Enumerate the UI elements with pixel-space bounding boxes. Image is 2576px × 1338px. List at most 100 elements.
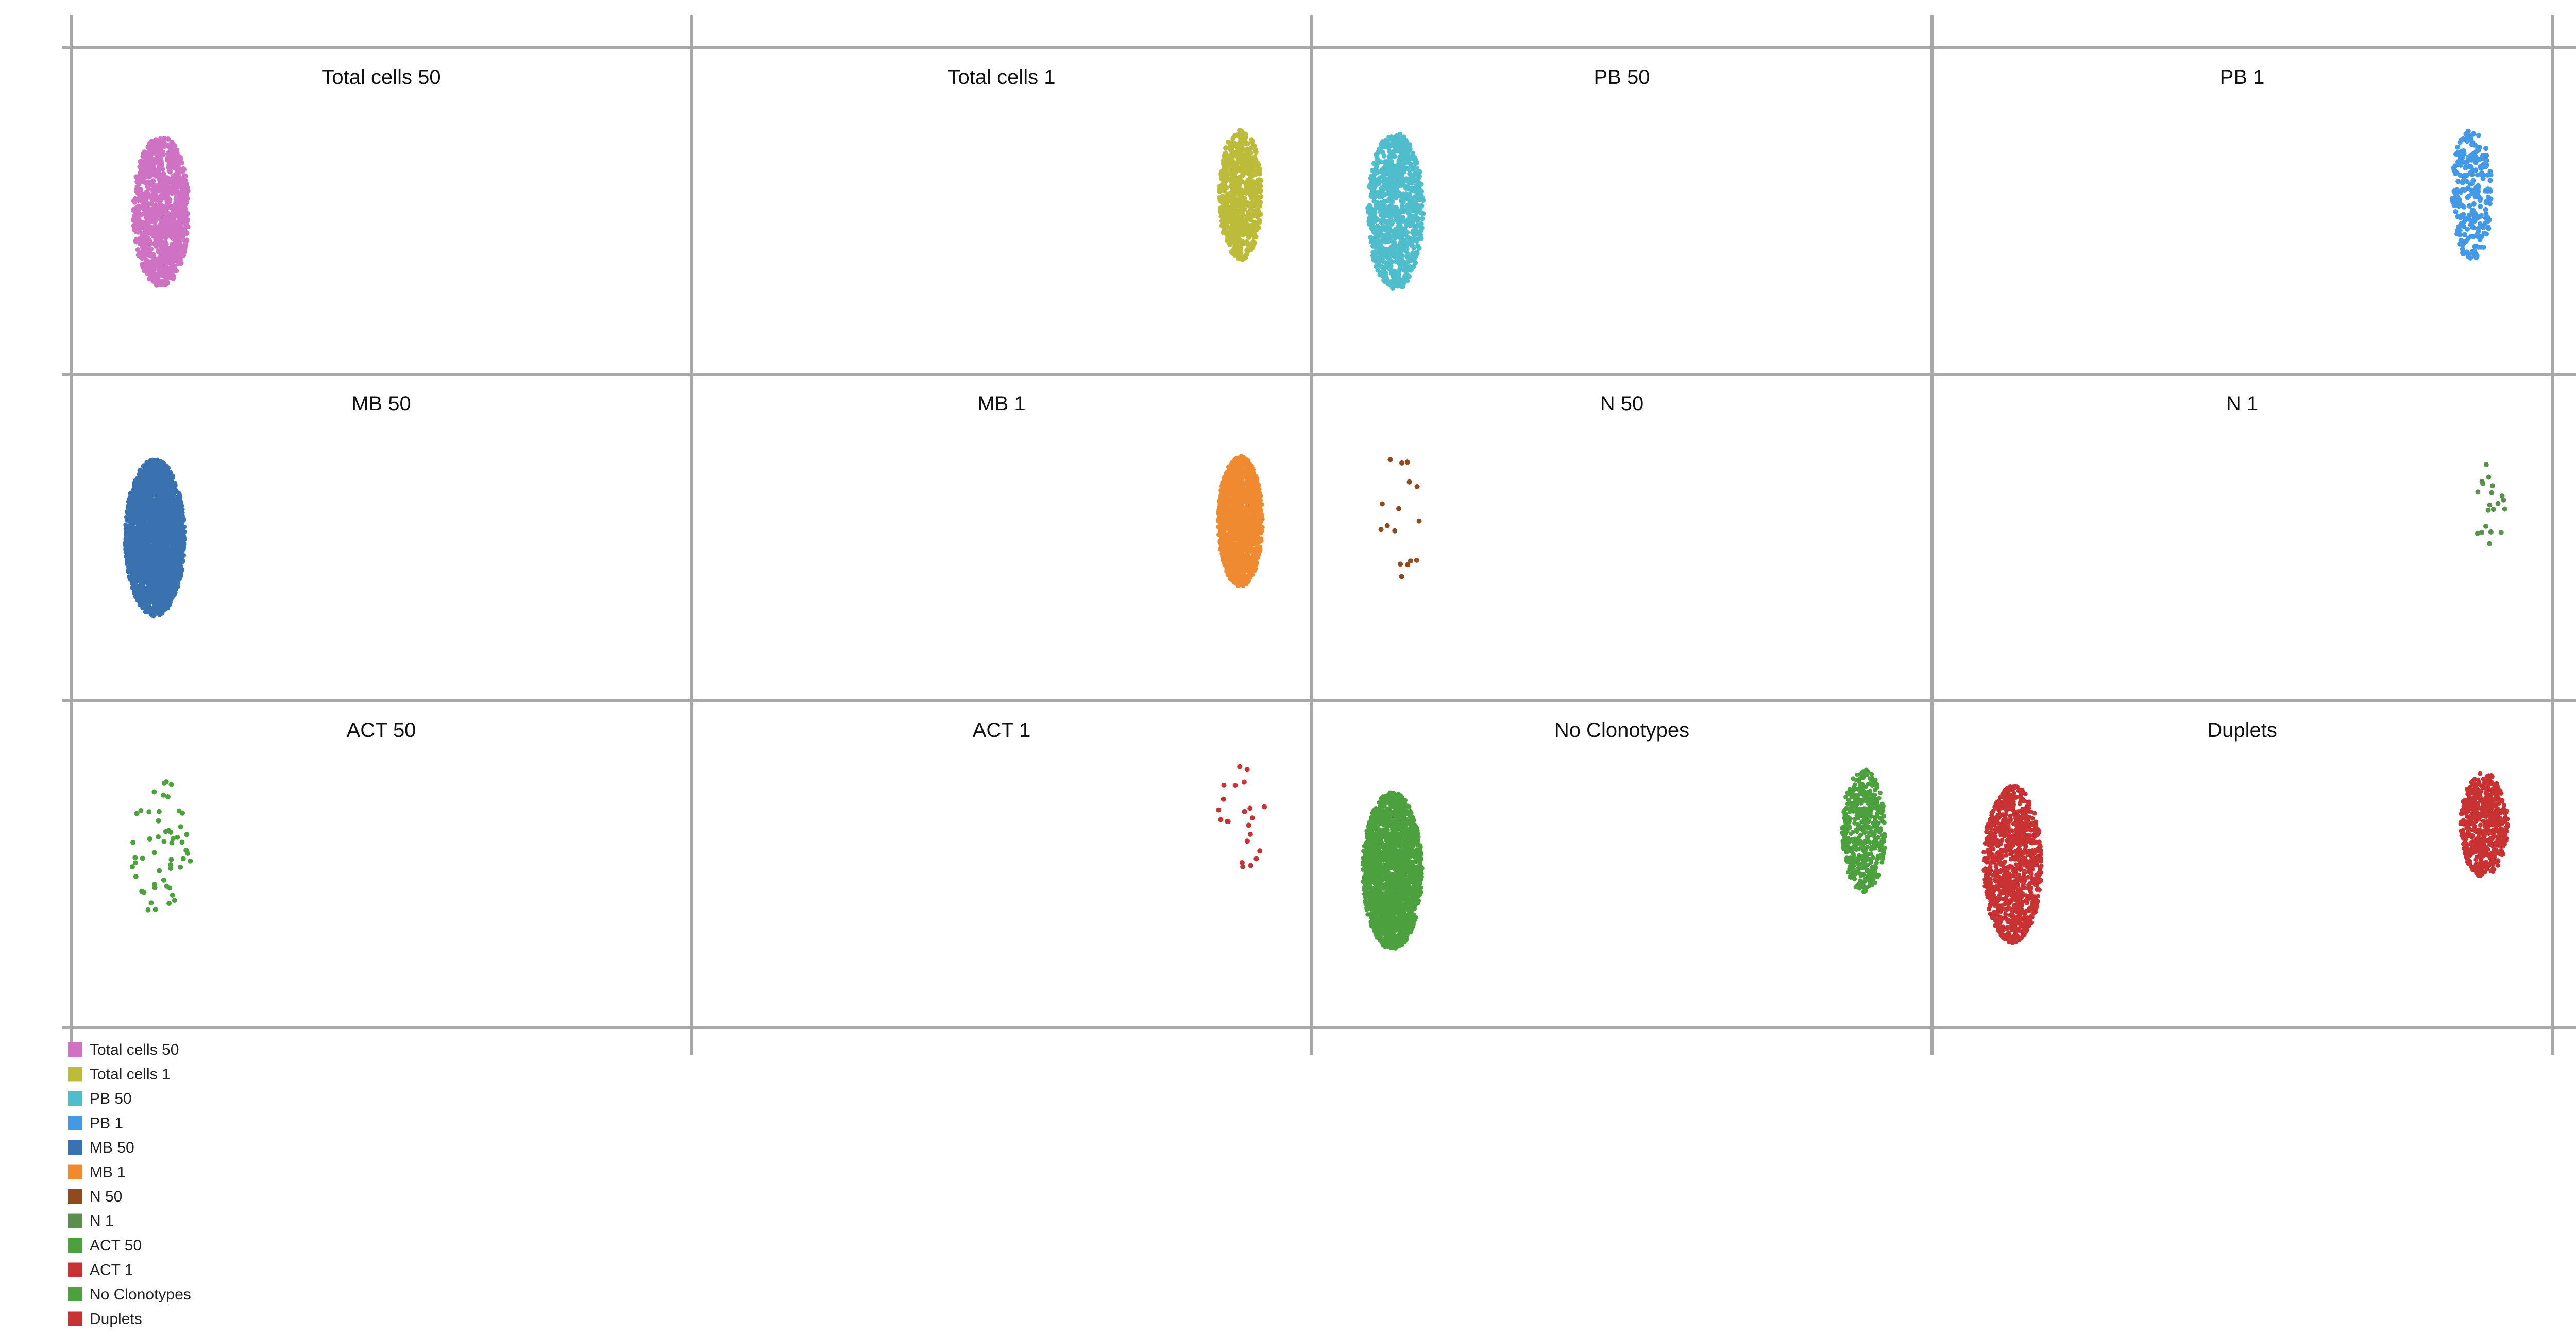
panel-0: Total cells 50 [130,66,441,288]
scatter-point [162,227,167,232]
scatter-point [1377,244,1383,250]
scatter-point [155,212,160,217]
scatter-point [182,192,188,198]
scatter-point [165,136,171,142]
scatter-point [1248,178,1253,183]
scatter-point [1413,260,1418,266]
scatter-point [1370,191,1376,197]
scatter-point [1396,166,1402,171]
scatter-point [1227,191,1233,196]
scatter-point [142,165,147,170]
scatter-point [150,168,156,174]
scatter-point [1231,165,1236,170]
scatter-point [149,139,155,144]
scatter-point [1255,204,1260,210]
scatter-point [1398,263,1403,269]
scatter-point [1247,186,1252,192]
scatter-point [1247,216,1252,222]
scatter-point [154,196,159,202]
scatter-point [1220,200,1226,205]
facet-grid-lines [62,15,2576,1055]
scatter-point [174,147,180,153]
scatter-point [2471,212,2477,218]
scatter-point [1393,180,1398,185]
scatter-point [176,261,181,266]
scatter-point [1389,221,1395,227]
scatter-point [177,166,182,171]
scatter-point [1409,155,1415,161]
scatter-point [145,212,151,217]
scatter-point [1402,138,1408,143]
scatter-point [2463,165,2468,170]
scatter-point [2469,171,2475,177]
scatter-point [1240,232,1246,238]
scatter-point [1253,147,1259,153]
scatter-point [1375,161,1380,166]
scatter-point [158,158,164,163]
scatter-point [1238,167,1243,173]
scatter-point [2483,207,2488,212]
scatter-point [137,170,143,176]
scatter-point [2481,245,2486,250]
scatter-point [1418,210,1424,216]
scatter-point [2485,186,2490,192]
scatter-point [1371,173,1377,178]
scatter-point [1387,166,1393,171]
panel-1: Total cells 1 [948,66,1264,262]
scatter-point [143,239,148,245]
scatter-point [2473,184,2479,190]
scatter-point [144,228,149,233]
scatter-point [169,270,175,276]
scatter-point [135,247,141,252]
scatter-point [1404,203,1410,209]
scatter-point [1222,156,1228,162]
scatter-point [174,239,180,245]
scatter-point [1408,180,1413,186]
scatter-point [1392,283,1398,288]
scatter-point [1219,208,1225,213]
scatter-point [2481,172,2486,178]
panel-title: PB 50 [1594,66,1650,89]
scatter-point [152,223,158,228]
scatter-point [1231,173,1236,178]
scatter-point [156,145,161,150]
scatter-point [148,246,154,252]
scatter-point [177,206,182,211]
scatter-point [170,179,176,184]
scatter-point [1412,224,1417,229]
scatter-point [2485,215,2490,220]
scatter-point [1418,228,1424,233]
scatter-point [1234,224,1240,229]
scatter-point [2481,225,2486,230]
scatter-point [2460,187,2465,193]
scatter-point [1256,209,1262,215]
scatter-point [1411,202,1417,208]
scatter-point [1247,203,1253,209]
scatter-point [1371,224,1377,230]
scatter-point [1383,139,1388,145]
scatter-point [1378,209,1383,214]
scatter-point [184,237,190,243]
scatter-point [142,219,147,225]
scatter-point [1253,196,1259,202]
scatter-point [1234,238,1240,244]
scatter-point [143,250,148,255]
scatter-point [1240,239,1246,245]
scatter-point [1249,140,1255,145]
scatter-point [183,221,189,227]
scatter-point [1372,217,1378,222]
scatter-point [1400,215,1406,220]
scatter-point [1240,207,1245,213]
scatter-point [1250,239,1256,245]
scatter-point [1385,190,1391,195]
scatter-point [151,233,157,239]
scatter-point [150,263,156,269]
scatter-point [1408,165,1414,170]
scatter-point [162,144,167,149]
scatter-point [1381,267,1386,273]
panel-title: Total cells 50 [321,66,440,89]
scatter-point [1378,230,1384,235]
scatter-point [1225,211,1231,217]
scatter-point [1235,202,1241,208]
scatter-point [132,199,138,205]
